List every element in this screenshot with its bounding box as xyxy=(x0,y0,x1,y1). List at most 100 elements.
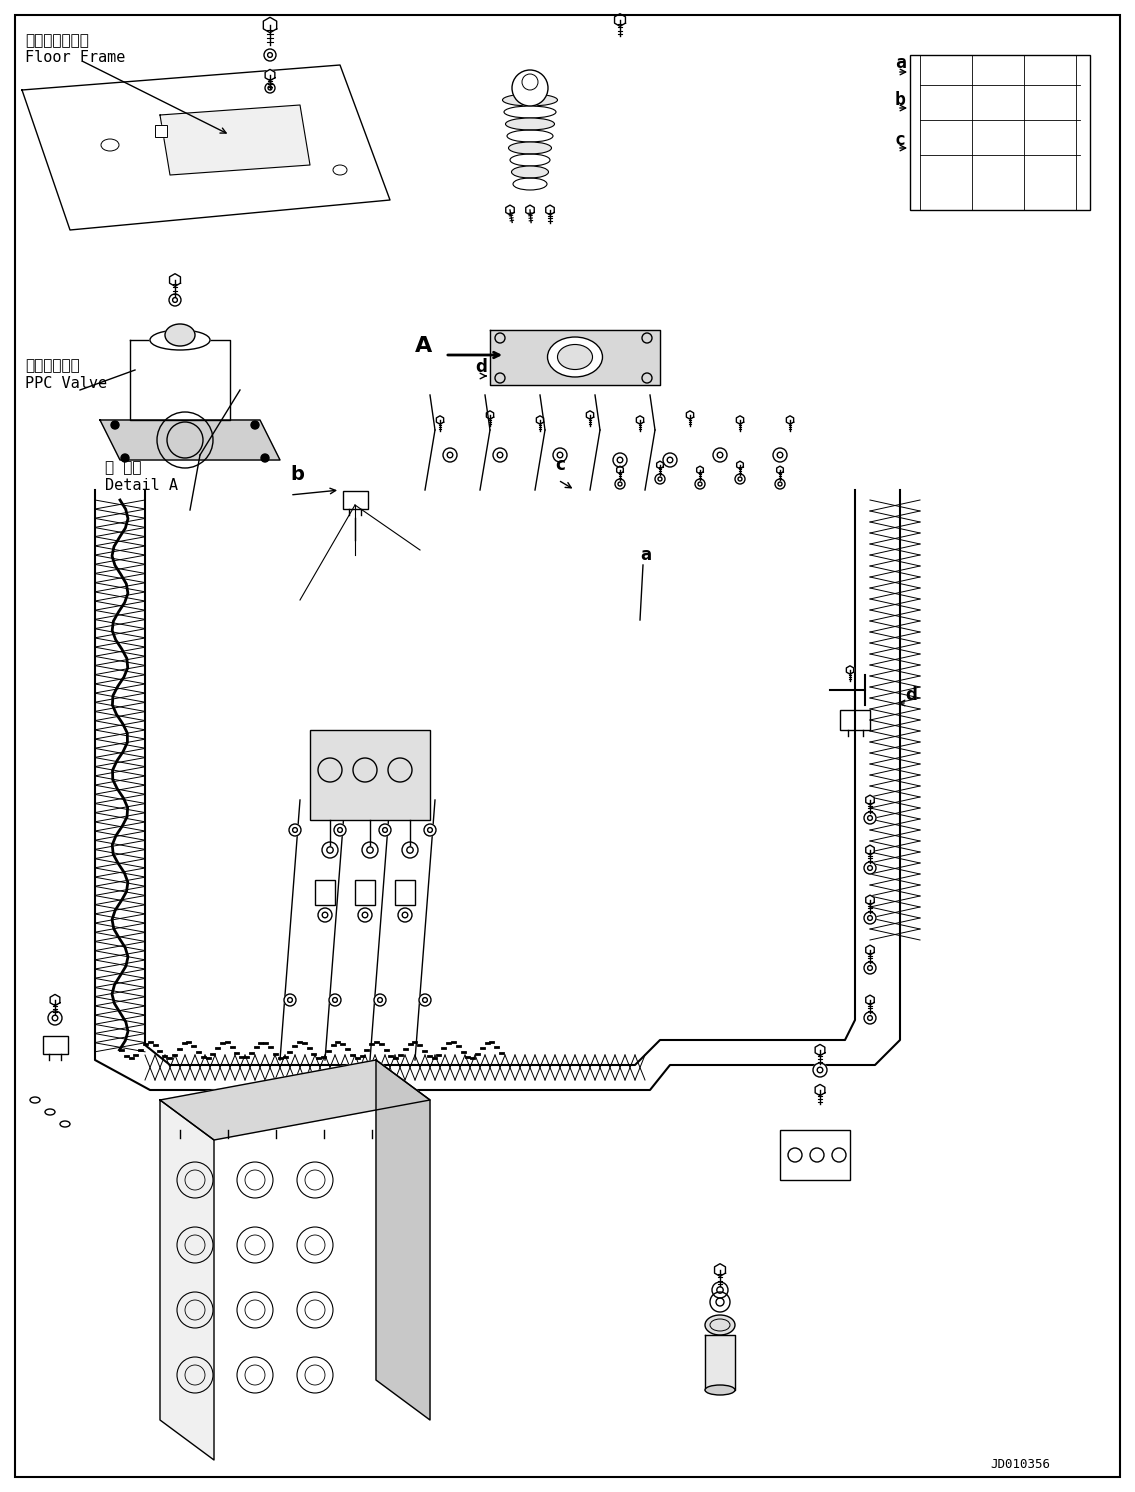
Text: Floor Frame: Floor Frame xyxy=(25,51,125,66)
Ellipse shape xyxy=(547,337,603,377)
Polygon shape xyxy=(546,204,554,215)
Text: c: c xyxy=(896,131,906,149)
Polygon shape xyxy=(614,13,625,27)
Polygon shape xyxy=(657,461,663,468)
Polygon shape xyxy=(160,104,310,175)
Polygon shape xyxy=(506,204,514,215)
Polygon shape xyxy=(131,340,230,421)
Ellipse shape xyxy=(101,139,119,151)
Circle shape xyxy=(362,841,378,858)
Polygon shape xyxy=(587,410,594,419)
Ellipse shape xyxy=(505,118,555,130)
Bar xyxy=(310,730,430,821)
Text: d: d xyxy=(476,358,487,376)
Circle shape xyxy=(775,479,785,489)
Circle shape xyxy=(419,994,431,1006)
Bar xyxy=(395,880,415,906)
Circle shape xyxy=(773,448,787,463)
Circle shape xyxy=(813,1062,827,1077)
Bar xyxy=(42,1035,67,1053)
Circle shape xyxy=(443,448,457,463)
Circle shape xyxy=(261,454,269,463)
Circle shape xyxy=(735,474,745,483)
Text: ＰＰＣバルブ: ＰＰＣバルブ xyxy=(25,358,79,373)
Ellipse shape xyxy=(333,166,347,175)
Circle shape xyxy=(251,421,259,430)
Polygon shape xyxy=(687,410,693,419)
Circle shape xyxy=(864,912,876,924)
Circle shape xyxy=(864,1012,876,1024)
Circle shape xyxy=(111,421,119,430)
Circle shape xyxy=(553,448,568,463)
Polygon shape xyxy=(847,665,854,674)
Circle shape xyxy=(402,841,418,858)
Polygon shape xyxy=(487,410,494,419)
Circle shape xyxy=(512,70,548,106)
Polygon shape xyxy=(815,1044,825,1056)
Circle shape xyxy=(318,909,333,922)
Text: フロアフレーム: フロアフレーム xyxy=(25,33,89,48)
Polygon shape xyxy=(376,1059,430,1420)
Polygon shape xyxy=(697,466,704,474)
Bar xyxy=(155,125,167,137)
Bar xyxy=(355,880,375,906)
Circle shape xyxy=(424,824,436,836)
Bar xyxy=(840,710,871,730)
Circle shape xyxy=(712,1282,728,1298)
Circle shape xyxy=(493,448,507,463)
Circle shape xyxy=(329,994,340,1006)
Polygon shape xyxy=(263,18,277,33)
Polygon shape xyxy=(100,421,280,460)
Polygon shape xyxy=(866,844,874,855)
Text: b: b xyxy=(896,91,906,109)
Polygon shape xyxy=(715,1264,725,1276)
Polygon shape xyxy=(866,795,874,804)
Ellipse shape xyxy=(165,324,195,346)
Polygon shape xyxy=(815,1085,825,1095)
Ellipse shape xyxy=(557,345,592,370)
Bar xyxy=(343,491,368,509)
Text: JD010356: JD010356 xyxy=(990,1458,1050,1471)
Bar xyxy=(910,55,1090,210)
Circle shape xyxy=(655,474,665,483)
Circle shape xyxy=(713,448,728,463)
Polygon shape xyxy=(436,416,444,424)
Circle shape xyxy=(322,841,338,858)
Ellipse shape xyxy=(150,330,210,351)
Circle shape xyxy=(289,824,301,836)
Circle shape xyxy=(284,994,296,1006)
Bar xyxy=(155,125,167,137)
Circle shape xyxy=(864,812,876,824)
Text: c: c xyxy=(555,457,565,474)
Polygon shape xyxy=(22,66,390,230)
Ellipse shape xyxy=(503,94,557,106)
Polygon shape xyxy=(160,1059,430,1140)
Polygon shape xyxy=(866,995,874,1006)
Circle shape xyxy=(375,994,386,1006)
Polygon shape xyxy=(266,70,275,81)
Polygon shape xyxy=(787,416,793,424)
Text: b: b xyxy=(291,466,304,483)
Circle shape xyxy=(379,824,390,836)
Circle shape xyxy=(613,454,627,467)
Circle shape xyxy=(398,909,412,922)
Polygon shape xyxy=(637,416,644,424)
Polygon shape xyxy=(866,944,874,955)
Polygon shape xyxy=(169,273,180,286)
Polygon shape xyxy=(705,1335,735,1391)
Text: A: A xyxy=(415,336,432,357)
Polygon shape xyxy=(866,895,874,906)
Circle shape xyxy=(358,909,372,922)
Text: PPC Valve: PPC Valve xyxy=(25,376,107,391)
Bar xyxy=(316,880,335,906)
Ellipse shape xyxy=(512,166,548,178)
Circle shape xyxy=(48,1012,62,1025)
Polygon shape xyxy=(776,466,783,474)
Circle shape xyxy=(695,479,705,489)
Circle shape xyxy=(264,49,276,61)
Polygon shape xyxy=(490,330,659,385)
Polygon shape xyxy=(737,461,743,468)
Circle shape xyxy=(663,454,676,467)
Circle shape xyxy=(615,479,625,489)
Circle shape xyxy=(169,294,180,306)
